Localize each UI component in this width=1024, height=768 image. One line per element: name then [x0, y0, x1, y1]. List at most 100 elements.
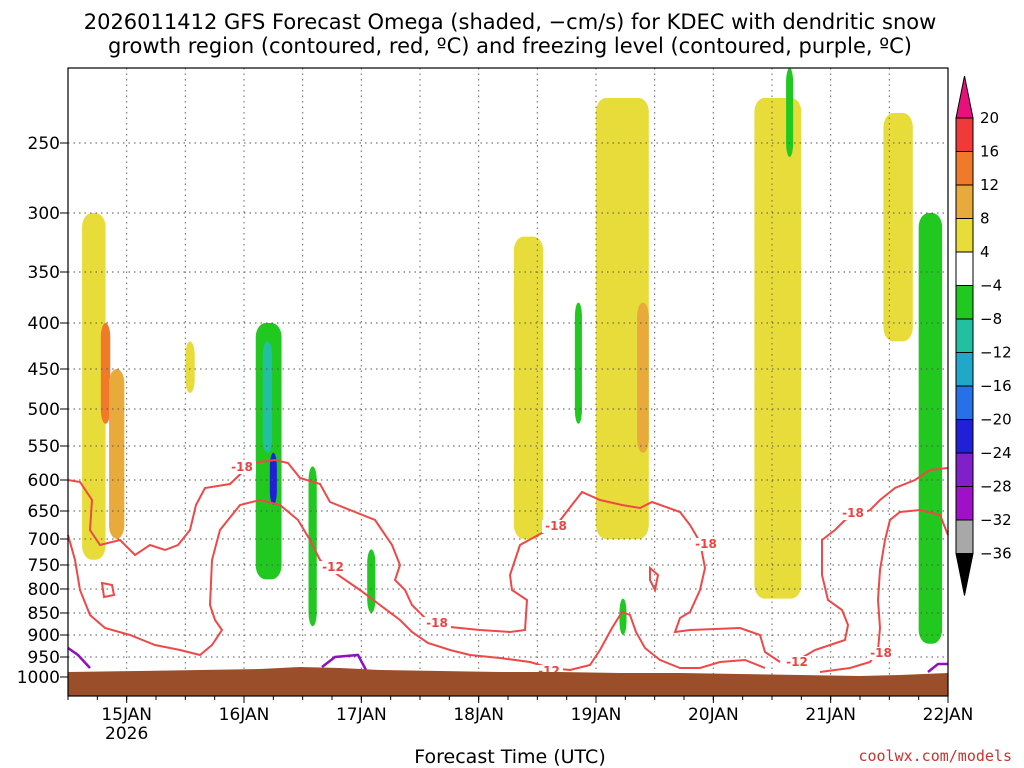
y-tick-label: 550 — [28, 437, 60, 457]
plot-area — [68, 68, 948, 696]
colorbar-label: −36 — [980, 545, 1012, 563]
x-tick-label: 16JAN — [219, 705, 270, 725]
omega-region-11 — [574, 302, 582, 424]
colorbar-box — [955, 318, 974, 353]
credit-text: coolwx.com/models — [858, 747, 1012, 765]
colorbar-box — [955, 519, 974, 554]
dgz-contour-3 — [100, 581, 116, 599]
dgz-contour-label: -18 — [695, 537, 717, 551]
dgz-contour-label: -12 — [322, 560, 344, 574]
y-tick-label: 850 — [28, 604, 60, 624]
contour-label-bg — [783, 656, 811, 669]
colorbar-box — [955, 218, 974, 253]
colorbar-label: −4 — [980, 277, 1002, 295]
omega-region-15 — [754, 98, 802, 599]
dgz-contour-label: -12 — [786, 655, 808, 669]
contour-label-bg — [228, 461, 256, 474]
x-tick-sublabel: 2026 — [105, 724, 148, 744]
colorbar-label: −28 — [980, 478, 1012, 496]
colorbar-label: 12 — [980, 176, 999, 194]
x-tick-label: 21JAN — [805, 705, 856, 725]
colorbar: 20 16 12 8 4 −4 −8 −12 −16 −20 −24 −28 −32 −36 — [955, 75, 1012, 596]
dgz-contour-4 — [649, 565, 660, 594]
colorbar-bottom-arrow — [955, 553, 974, 596]
colorbar-label: −32 — [980, 511, 1012, 529]
freezing-contour-2 — [321, 653, 368, 671]
omega-region-12 — [596, 98, 649, 539]
y-tick-label: 350 — [28, 263, 60, 283]
omega-region-9 — [367, 549, 376, 613]
dgz-contour-label: -18 — [870, 646, 892, 660]
colorbar-box — [955, 184, 974, 219]
y-tick-label: 600 — [28, 471, 60, 491]
x-tick-label: 20JAN — [688, 705, 739, 725]
colorbar-box — [955, 486, 974, 521]
dgz-contour-5 — [784, 467, 949, 669]
dgz-contour-label: -18 — [231, 460, 253, 474]
x-tick-label: 22JAN — [923, 705, 974, 725]
colorbar-label: −16 — [980, 377, 1012, 395]
omega-region-7 — [269, 452, 277, 505]
colorbar-label: 8 — [980, 210, 990, 228]
contour-label-bg — [542, 520, 570, 533]
colorbar-top-arrow — [955, 75, 974, 119]
omega-region-16 — [786, 68, 794, 157]
y-tick-label: 950 — [28, 648, 60, 668]
omega-shading-layer — [82, 68, 943, 644]
omega-region-2 — [100, 323, 111, 424]
x-axis-label: Forecast Time (UTC) — [414, 746, 605, 768]
omega-region-6 — [262, 341, 273, 453]
freezing-contour-1 — [67, 646, 91, 669]
colorbar-label: 20 — [980, 109, 999, 127]
chart-title-line1: 2026011412 GFS Forecast Omega (shaded, −… — [84, 10, 937, 34]
omega-region-10 — [513, 236, 544, 539]
x-tick-label: 18JAN — [453, 705, 504, 725]
omega-region-13 — [637, 302, 649, 453]
y-tick-label: 500 — [28, 400, 60, 420]
colorbar-label: 16 — [980, 143, 999, 161]
contour-label-bg — [692, 538, 720, 551]
y-axis: 2503003504004505005506006507007508008509… — [17, 134, 68, 688]
colorbar-label: 4 — [980, 243, 990, 261]
y-tick-label: 650 — [28, 502, 60, 522]
y-tick-label: 900 — [28, 626, 60, 646]
y-tick-label: 450 — [28, 360, 60, 380]
contour-label-bg — [839, 507, 867, 520]
colorbar-label: −12 — [980, 344, 1012, 362]
x-tick-label: 17JAN — [336, 705, 387, 725]
x-tick-label: 19JAN — [571, 705, 622, 725]
freezing-level-contours — [67, 646, 948, 673]
chart-title-line2: growth region (contoured, red, ºC) and f… — [108, 34, 912, 58]
colorbar-box — [955, 352, 974, 387]
colorbar-box — [955, 117, 974, 152]
contour-label-bg — [867, 647, 895, 660]
dgz-contour-label: -18 — [842, 506, 864, 520]
colorbar-box — [955, 385, 974, 420]
colorbar-box — [955, 285, 974, 320]
colorbar-box — [955, 151, 974, 186]
colorbar-box — [955, 251, 974, 286]
omega-region-3 — [109, 369, 125, 539]
dgz-contour-label: -18 — [426, 616, 448, 630]
grid-lines — [68, 68, 948, 696]
y-tick-label: 300 — [28, 204, 60, 224]
freezing-contour-3 — [927, 662, 948, 673]
contour-label-bg — [423, 617, 451, 630]
omega-region-4 — [185, 341, 195, 393]
ground-terrain — [68, 667, 948, 696]
colorbar-box — [955, 452, 974, 487]
colorbar-box — [955, 419, 974, 454]
omega-region-14 — [619, 598, 627, 635]
x-tick-label: 15JAN — [101, 705, 152, 725]
colorbar-label: −24 — [980, 444, 1012, 462]
contour-label-bg — [319, 561, 347, 574]
y-tick-label: 800 — [28, 580, 60, 600]
y-tick-label: 250 — [28, 134, 60, 154]
colorbar-label: −20 — [980, 411, 1012, 429]
omega-region-18 — [918, 213, 943, 644]
y-tick-label: 1000 — [17, 668, 60, 688]
y-tick-label: 400 — [28, 314, 60, 334]
omega-region-1 — [82, 213, 106, 560]
